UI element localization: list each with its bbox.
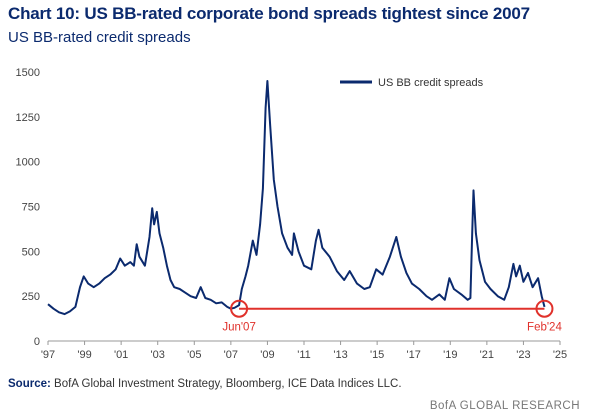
x-tick-label: '99	[77, 349, 91, 361]
x-tick-label: '21	[480, 349, 494, 361]
brand-footer: BofA GLOBAL RESEARCH	[429, 400, 580, 412]
y-tick-label: 0	[34, 336, 40, 348]
x-tick-label: '25	[553, 349, 567, 361]
y-tick-label: 1000	[16, 157, 40, 169]
annotation-circle	[535, 299, 554, 318]
source-label: Source:	[8, 378, 51, 390]
x-tick-label: '05	[187, 349, 201, 361]
annotation-label: Jun'07	[222, 322, 256, 334]
y-tick-label: 250	[22, 291, 40, 303]
source-text: BofA Global Investment Strategy, Bloombe…	[50, 378, 402, 390]
annotation-circle	[230, 299, 249, 318]
x-tick-label: '09	[260, 349, 274, 361]
x-tick-label: '15	[370, 349, 384, 361]
x-tick-label: '01	[114, 349, 128, 361]
chart-title: Chart 10: US BB-rated corporate bond spr…	[8, 4, 530, 23]
chart-subtitle: US BB-rated credit spreads	[8, 29, 191, 46]
x-tick-label: '17	[407, 349, 421, 361]
x-tick-label: '19	[443, 349, 457, 361]
x-tick-label: '97	[41, 349, 55, 361]
y-tick-label: 750	[22, 202, 40, 214]
y-tick-label: 1250	[16, 112, 40, 124]
x-tick-label: '23	[516, 349, 530, 361]
series-line	[47, 80, 546, 316]
x-tick-label: '11	[297, 349, 311, 361]
x-tick-label: '03	[151, 349, 165, 361]
x-tick-label: '13	[333, 349, 347, 361]
legend-label: US BB credit spreads	[378, 77, 484, 89]
annotation-label: Feb'24	[527, 322, 562, 334]
y-tick-label: 1500	[16, 67, 40, 79]
source-note: Source: BofA Global Investment Strategy,…	[8, 378, 402, 390]
y-tick-label: 500	[22, 246, 40, 258]
x-tick-label: '07	[224, 349, 238, 361]
